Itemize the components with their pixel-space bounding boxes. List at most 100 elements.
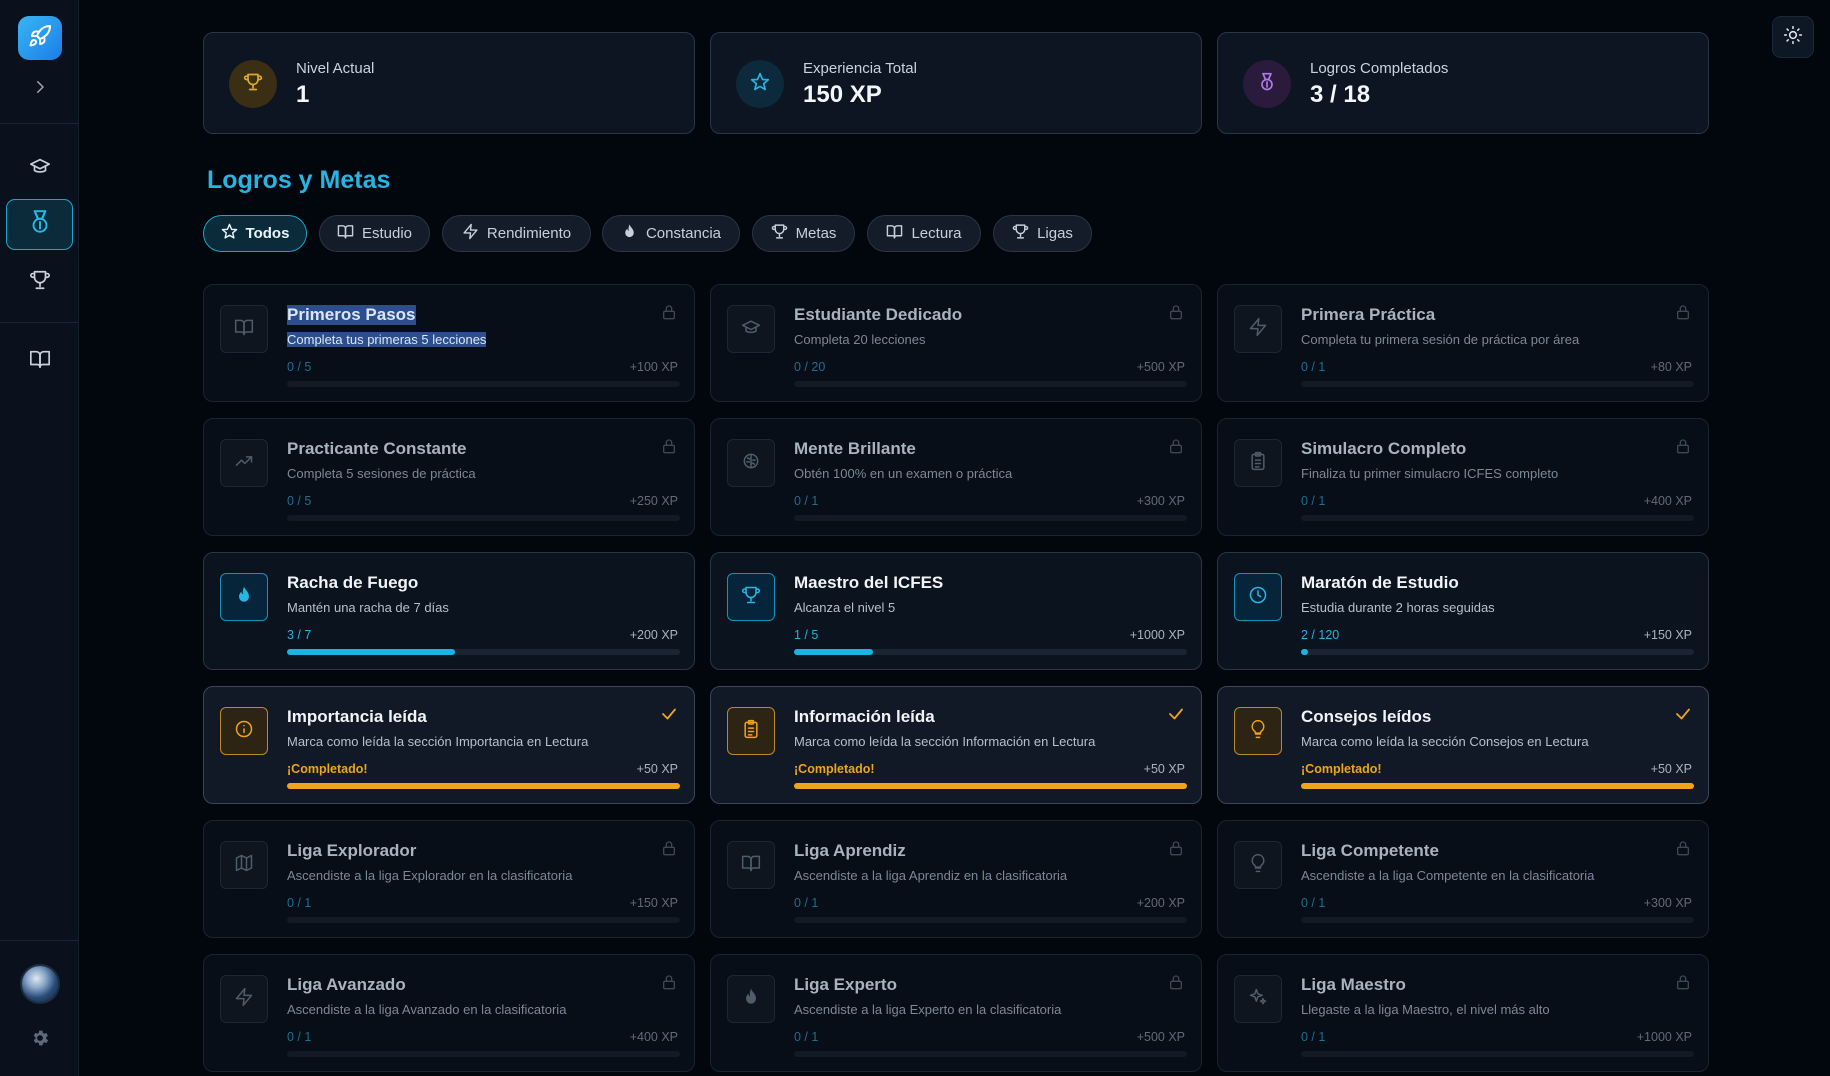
expand-sidebar-button[interactable]	[28, 77, 52, 101]
achievement-icon-box	[1234, 305, 1282, 353]
stat-value: 1	[296, 81, 310, 108]
achievement-xp: +1000 XP	[1636, 1030, 1692, 1044]
achievement-card[interactable]: Liga Maestro Llegaste a la liga Maestro, …	[1217, 954, 1709, 1072]
lock-icon	[660, 972, 678, 992]
theme-toggle-button[interactable]	[1772, 16, 1814, 58]
filter-label: Estudio	[361, 225, 413, 242]
sidebar-item-achievements[interactable]	[6, 199, 73, 250]
stat-card-achievements: Logros Completados 3 / 18	[1217, 32, 1709, 134]
achievement-card[interactable]: Maestro del ICFES Alcanza el nivel 5 1 / 5…	[710, 552, 1202, 670]
trophy-icon	[741, 585, 761, 610]
progress-bar	[1301, 1051, 1694, 1057]
achievement-card[interactable]: Liga Aprendiz Ascendiste a la liga Aprend…	[710, 820, 1202, 938]
progress-bar	[794, 381, 1187, 387]
filter-label: Todos	[245, 225, 290, 242]
achievement-progress: 0 / 1	[794, 494, 819, 508]
achievement-card[interactable]: Liga Experto Ascendiste a la liga Experto…	[710, 954, 1202, 1072]
achievement-description: Ascendiste a la liga Explorador en la cl…	[287, 868, 573, 883]
medal-icon	[27, 209, 53, 240]
status-icon	[1167, 570, 1185, 590]
trophy-icon	[771, 223, 788, 244]
achievement-icon-box	[220, 707, 268, 755]
achievement-card[interactable]: Información leída Marca como leída la sec…	[710, 686, 1202, 804]
achievement-card[interactable]: Primeros Pasos Completa tus primeras 5 le…	[203, 284, 695, 402]
progress-bar-fill	[794, 649, 873, 655]
achievement-card[interactable]: Practicante Constante Completa 5 sesiones…	[203, 418, 695, 536]
trophy-icon	[1012, 223, 1029, 244]
achievement-progress: 0 / 1	[1301, 360, 1326, 374]
trophy-icon	[243, 72, 263, 97]
achievement-icon-box	[1234, 439, 1282, 487]
achievement-card[interactable]: Estudiante Dedicado Completa 20 lecciones…	[710, 284, 1202, 402]
achievement-card[interactable]: Racha de Fuego Mantén una racha de 7 días…	[203, 552, 695, 670]
achievement-icon-box	[220, 573, 268, 621]
achievement-xp: +200 XP	[1136, 896, 1185, 910]
achievement-progress: ¡Completado!	[287, 762, 368, 776]
achievement-progress: 0 / 1	[794, 1030, 819, 1044]
filter-ligas[interactable]: Ligas	[993, 215, 1092, 252]
filter-rendimiento[interactable]: Rendimiento	[442, 215, 591, 252]
sidebar-item-courses[interactable]	[20, 148, 60, 188]
achievement-progress: 2 / 120	[1301, 628, 1340, 642]
achievement-description: Ascendiste a la liga Avanzado en la clas…	[287, 1002, 567, 1017]
achievement-icon-box	[727, 439, 775, 487]
book-icon	[337, 223, 354, 244]
stat-label: Experiencia Total	[803, 60, 917, 77]
achievement-card[interactable]: Maratón de Estudio Estudia durante 2 hora…	[1217, 552, 1709, 670]
achievement-description: Marca como leída la sección Importancia …	[287, 734, 589, 749]
sidebar-divider	[0, 940, 79, 941]
sidebar-item-leagues[interactable]	[20, 262, 60, 302]
filter-metas[interactable]: Metas	[752, 215, 855, 252]
achievement-description: Ascendiste a la liga Competente en la cl…	[1301, 868, 1595, 883]
progress-bar	[794, 649, 1187, 655]
status-icon	[660, 570, 678, 590]
progress-bar-fill	[794, 783, 1187, 789]
stat-value: 3 / 18	[1310, 81, 1371, 108]
achievement-title: Primera Práctica	[1301, 305, 1436, 324]
achievement-icon-box	[1234, 841, 1282, 889]
filter-constancia[interactable]: Constancia	[602, 215, 740, 252]
progress-bar	[287, 381, 680, 387]
achievement-description: Obtén 100% en un examen o práctica	[794, 466, 1013, 481]
achievement-description: Mantén una racha de 7 días	[287, 600, 449, 615]
lock-icon	[1674, 302, 1692, 322]
bolt-icon	[462, 223, 479, 244]
settings-button[interactable]	[28, 1028, 52, 1052]
brain-icon	[741, 451, 761, 476]
stat-value: 150 XP	[803, 81, 882, 108]
achievement-progress: 1 / 5	[794, 628, 819, 642]
lock-icon	[1167, 838, 1185, 858]
achievement-card[interactable]: Simulacro Completo Finaliza tu primer sim…	[1217, 418, 1709, 536]
achievement-card[interactable]: Liga Competente Ascendiste a la liga Comp…	[1217, 820, 1709, 938]
progress-bar-fill	[1301, 783, 1694, 789]
status-icon	[1674, 570, 1692, 590]
achievement-card[interactable]: Mente Brillante Obtén 100% en un examen o…	[710, 418, 1202, 536]
achievement-progress: 3 / 7	[287, 628, 312, 642]
achievement-title: Liga Experto	[794, 975, 897, 994]
flame-icon	[621, 223, 638, 244]
achievement-card[interactable]: Importancia leída Marca como leída la sec…	[203, 686, 695, 804]
book-open-icon	[741, 853, 761, 878]
filter-label: Ligas	[1037, 225, 1073, 242]
filter-label: Rendimiento	[486, 225, 572, 242]
achievement-icon-box	[727, 975, 775, 1023]
achievement-card[interactable]: Liga Explorador Ascendiste a la liga Expl…	[203, 820, 695, 938]
achievement-description: Completa 20 lecciones	[794, 332, 926, 347]
lock-icon	[1167, 436, 1185, 456]
achievement-card[interactable]: Primera Práctica Completa tu primera sesi…	[1217, 284, 1709, 402]
filter-todos[interactable]: Todos	[203, 215, 307, 252]
achievement-xp: +100 XP	[629, 360, 678, 374]
graduation-cap-icon	[29, 155, 51, 182]
sidebar-item-reading[interactable]	[20, 341, 60, 381]
achievement-title: Información leída	[794, 707, 935, 726]
achievement-xp: +400 XP	[629, 1030, 678, 1044]
app-logo[interactable]	[18, 16, 62, 60]
achievement-card[interactable]: Liga Avanzado Ascendiste a la liga Avanza…	[203, 954, 695, 1072]
achievement-description: Marca como leída la sección Información …	[794, 734, 1096, 749]
filter-estudio[interactable]: Estudio	[319, 215, 430, 252]
achievement-card[interactable]: Consejos leídos Marca como leída la secci…	[1217, 686, 1709, 804]
achievement-title: Primeros Pasos	[287, 305, 416, 325]
avatar[interactable]	[20, 964, 60, 1004]
filter-lectura[interactable]: Lectura	[867, 215, 981, 252]
achievement-xp: +1000 XP	[1129, 628, 1185, 642]
